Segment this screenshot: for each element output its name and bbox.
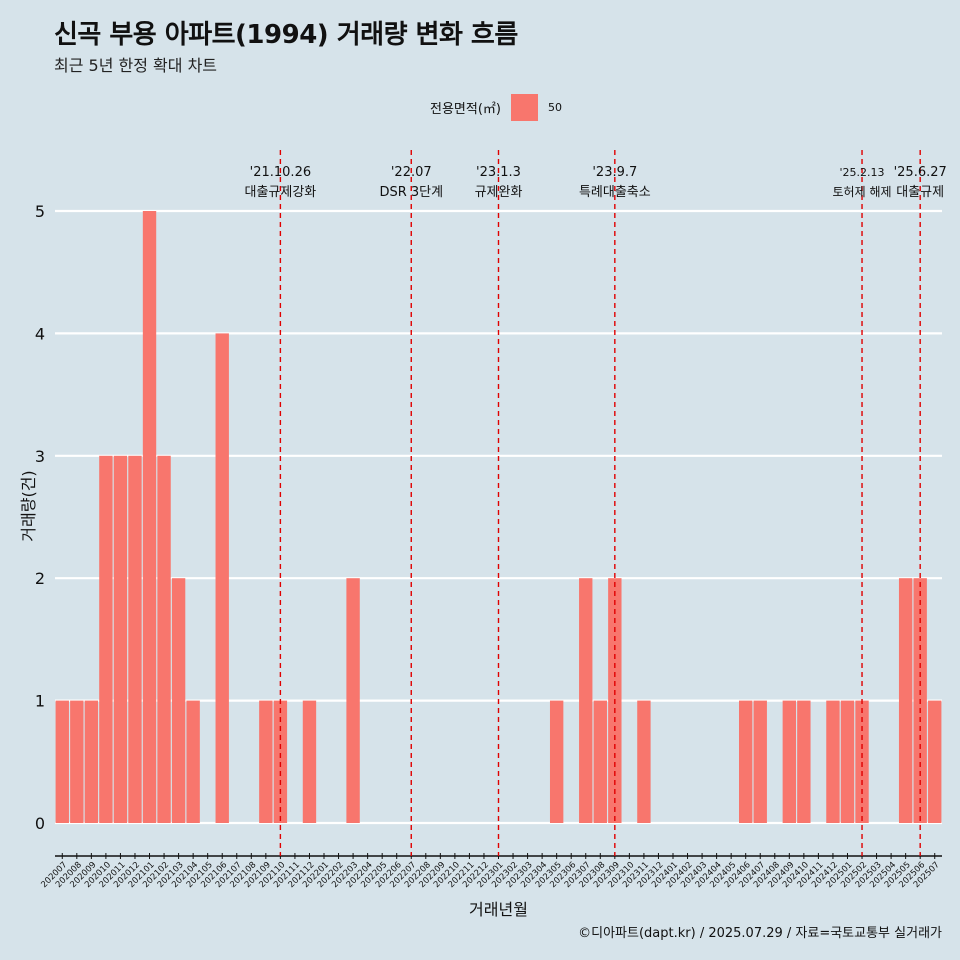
y-tick-label: 5 (35, 202, 45, 221)
bar-202410 (797, 700, 811, 823)
event-date-label: '25.2.13 (840, 166, 885, 179)
bar-202103 (171, 578, 186, 823)
bar-202102 (157, 455, 171, 823)
bar-202008 (70, 700, 84, 823)
bar-202507 (928, 700, 942, 823)
legend-title: 전용면적(㎡) (430, 101, 501, 117)
event-name-label: 토허제 해제 (833, 185, 892, 199)
bar-202409 (782, 700, 797, 823)
event-name-label: DSR 3단계 (379, 185, 443, 200)
bar-202203 (346, 578, 360, 823)
event-name-label: 특례대출축소 (579, 185, 651, 200)
bar-202109 (259, 700, 273, 823)
bar-202011 (113, 455, 128, 823)
bar-202112 (302, 700, 317, 823)
event-date-label: '23.1.3 (476, 165, 521, 180)
y-tick-label: 0 (35, 814, 45, 833)
bar-202104 (186, 700, 200, 823)
bar-202505 (898, 578, 913, 823)
y-axis-title: 거래량(건) (19, 470, 38, 541)
event-name-label: 대출규제 (896, 185, 944, 200)
bar-202101 (142, 211, 157, 823)
y-tick-label: 2 (35, 569, 45, 588)
event-name-label: 대출규제강화 (245, 185, 317, 200)
bar-202010 (99, 455, 113, 823)
bar-202009 (84, 700, 99, 823)
bar-202106 (215, 333, 229, 823)
bar-202307 (579, 578, 593, 823)
event-date-label: '21.10.26 (250, 165, 311, 180)
x-axis-title: 거래년월 (469, 900, 528, 919)
bar-202110 (273, 700, 288, 823)
y-tick-label: 3 (35, 447, 45, 466)
legend: 전용면적(㎡) 50 (430, 93, 562, 121)
bar-202308 (593, 700, 607, 823)
y-tick-label: 1 (35, 692, 45, 711)
event-date-label: '23.9.7 (592, 165, 637, 180)
bar-202007 (55, 700, 69, 823)
bar-202406 (739, 700, 753, 823)
bar-202407 (753, 700, 767, 823)
legend-key-50 (510, 93, 538, 121)
bar-202305 (549, 700, 564, 823)
event-date-label: '22.07 (391, 165, 432, 180)
event-name-label: 규제완화 (475, 185, 523, 200)
bar-202311 (637, 700, 651, 823)
bar-202501 (840, 700, 855, 823)
bar-202502 (855, 700, 869, 823)
legend-label-50: 50 (547, 100, 562, 114)
event-date-label: '25.6.27 (894, 165, 947, 180)
source-caption: ©디아파트(dapt.kr) / 2025.07.29 / 자료=국토교통부 실… (578, 926, 942, 941)
chart-title: 신곡 부용 아파트(1994) 거래량 변화 흐름 (54, 20, 518, 50)
y-tick-label: 4 (35, 324, 45, 343)
bar-202012 (128, 455, 142, 823)
bar-202412 (826, 700, 840, 823)
chart-subtitle: 최근 5년 한정 확대 차트 (54, 56, 218, 75)
